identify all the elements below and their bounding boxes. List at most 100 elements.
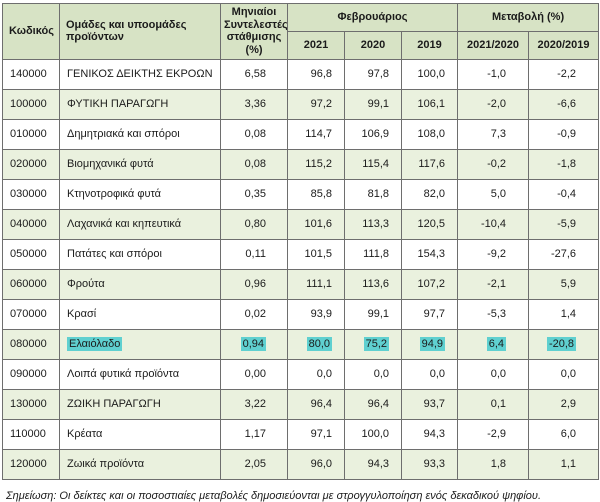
index-2020-cell: 99,1 <box>344 298 402 330</box>
index-2019-cell: 93,3 <box>400 448 459 480</box>
index-2019-cell: 94,3 <box>400 418 459 450</box>
header-change-2020-2019: 2020/2019 <box>528 30 600 60</box>
index-2021-cell: 96,0 <box>287 448 345 480</box>
table-row: 010000 Δημητριακά και σπόροι 0,08 114,7 … <box>2 118 600 150</box>
code-cell: 020000 <box>2 148 60 180</box>
table-row: 050000 Πατάτες και σπόροι 0,11 101,5 111… <box>2 238 600 270</box>
index-2019-cell: 107,2 <box>400 268 459 300</box>
change-2020-2019-cell: -27,6 <box>528 238 600 270</box>
index-2019-cell: 82,0 <box>400 178 459 210</box>
index-2019-cell: 106,1 <box>400 88 459 120</box>
index-2020-cell: 111,8 <box>344 238 402 270</box>
change-2020-2019-cell: 1,1 <box>528 448 600 480</box>
change-2021-2020-cell: -10,4 <box>457 208 530 240</box>
change-2020-2019-cell: 5,9 <box>528 268 600 300</box>
table-row: 020000 Βιομηχανικά φυτά 0,08 115,2 115,4… <box>2 148 600 180</box>
index-2021-cell: 85,8 <box>287 178 345 210</box>
header-february: Φεβρουάριος <box>286 3 459 32</box>
product-group-cell: Λαχανικά και κηπευτικά <box>59 208 221 240</box>
index-2019-cell: 117,6 <box>400 148 459 180</box>
header-weights: Μηνιαίοι Συντελεστές στάθμισης (%) <box>220 3 288 60</box>
index-2020-cell: 106,9 <box>344 118 402 150</box>
weight-cell: 6,58 <box>220 58 288 90</box>
code-cell: 090000 <box>2 358 60 390</box>
change-2020-2019-cell: 6,0 <box>528 418 600 450</box>
index-2019-cell: 93,7 <box>400 388 459 420</box>
code-cell: 140000 <box>2 58 60 90</box>
highlighted-value: 75,2 <box>363 337 389 352</box>
index-2021-cell: 93,9 <box>287 298 345 330</box>
product-group-cell: Κτηνοτροφικά φυτά <box>59 178 221 210</box>
weight-cell: 0,08 <box>220 148 288 180</box>
index-2020-cell: 113,6 <box>344 268 402 300</box>
index-2019-cell: 120,5 <box>400 208 459 240</box>
header-year-2021: 2021 <box>287 30 345 60</box>
change-2020-2019-cell: -20,8 <box>528 328 600 360</box>
index-2020-cell: 94,3 <box>344 448 402 480</box>
code-cell: 110000 <box>2 418 60 450</box>
product-group-cell: ΖΩΙΚΗ ΠΑΡΑΓΩΓΗ <box>59 388 221 420</box>
table-row: 140000 ΓΕΝΙΚΟΣ ΔΕΙΚΤΗΣ ΕΚΡΟΩΝ 6,58 96,8 … <box>2 58 600 90</box>
highlighted-value: Ελαιόλαδο <box>67 337 123 352</box>
index-2020-cell: 99,1 <box>344 88 402 120</box>
index-2020-cell: 0,0 <box>344 358 402 390</box>
product-group-cell: Κρασί <box>59 298 221 330</box>
change-2020-2019-cell: -1,8 <box>528 148 600 180</box>
product-group-cell: Δημητριακά και σπόροι <box>59 118 221 150</box>
product-group-cell: Ελαιόλαδο <box>59 328 221 360</box>
index-2020-cell: 97,8 <box>344 58 402 90</box>
product-group-cell: ΦΥΤΙΚΗ ΠΑΡΑΓΩΓΗ <box>59 88 221 120</box>
index-2021-cell: 111,1 <box>287 268 345 300</box>
change-2021-2020-cell: 6,4 <box>457 328 530 360</box>
weight-cell: 0,80 <box>220 208 288 240</box>
table-row: 120000 Ζωικά προϊόντα 2,05 96,0 94,3 93,… <box>2 448 600 480</box>
code-cell: 100000 <box>2 88 60 120</box>
change-2021-2020-cell: -2,1 <box>457 268 530 300</box>
change-2021-2020-cell: 1,8 <box>457 448 530 480</box>
index-2021-cell: 97,1 <box>287 418 345 450</box>
weight-cell: 0,35 <box>220 178 288 210</box>
index-2020-cell: 100,0 <box>344 418 402 450</box>
change-2021-2020-cell: -2,0 <box>457 88 530 120</box>
weight-cell: 3,22 <box>220 388 288 420</box>
table-row: 070000 Κρασί 0,02 93,9 99,1 97,7 -5,3 1,… <box>2 298 600 330</box>
code-cell: 060000 <box>2 268 60 300</box>
index-2019-cell: 108,0 <box>400 118 459 150</box>
weight-cell: 0,11 <box>220 238 288 270</box>
table-row: 110000 Κρέατα 1,17 97,1 100,0 94,3 -2,9 … <box>2 418 600 450</box>
product-group-cell: ΓΕΝΙΚΟΣ ΔΕΙΚΤΗΣ ΕΚΡΟΩΝ <box>59 58 221 90</box>
change-2021-2020-cell: 7,3 <box>457 118 530 150</box>
code-cell: 030000 <box>2 178 60 210</box>
product-group-cell: Βιομηχανικά φυτά <box>59 148 221 180</box>
index-2021-cell: 97,2 <box>287 88 345 120</box>
table-header: Κωδικός Ομάδες και υποομάδες προϊόντων Μ… <box>2 3 600 60</box>
index-2021-cell: 96,8 <box>287 58 345 90</box>
weight-cell: 0,08 <box>220 118 288 150</box>
price-index-table: Κωδικός Ομάδες και υποομάδες προϊόντων Μ… <box>2 3 600 480</box>
code-cell: 130000 <box>2 388 60 420</box>
product-group-cell: Ζωικά προϊόντα <box>59 448 221 480</box>
change-2021-2020-cell: -1,0 <box>457 58 530 90</box>
code-cell: 120000 <box>2 448 60 480</box>
weight-cell: 0,02 <box>220 298 288 330</box>
weight-cell: 0,00 <box>220 358 288 390</box>
index-2020-cell: 96,4 <box>344 388 402 420</box>
table-row: 080000 Ελαιόλαδο 0,94 80,0 75,2 94,9 6,4… <box>2 328 600 360</box>
product-group-cell: Κρέατα <box>59 418 221 450</box>
table-row: 130000 ΖΩΙΚΗ ΠΑΡΑΓΩΓΗ 3,22 96,4 96,4 93,… <box>2 388 600 420</box>
index-2021-cell: 101,6 <box>287 208 345 240</box>
index-2021-cell: 115,2 <box>287 148 345 180</box>
table-body: 140000 ΓΕΝΙΚΟΣ ΔΕΙΚΤΗΣ ΕΚΡΟΩΝ 6,58 96,8 … <box>2 58 600 480</box>
change-2021-2020-cell: -9,2 <box>457 238 530 270</box>
code-cell: 080000 <box>2 328 60 360</box>
change-2020-2019-cell: 1,4 <box>528 298 600 330</box>
change-2021-2020-cell: 0,0 <box>457 358 530 390</box>
header-product-groups: Ομάδες και υποομάδες προϊόντων <box>59 3 221 60</box>
index-2020-cell: 113,3 <box>344 208 402 240</box>
header-change-2021-2020: 2021/2020 <box>457 30 530 60</box>
code-cell: 040000 <box>2 208 60 240</box>
change-2020-2019-cell: -0,4 <box>528 178 600 210</box>
table-row: 060000 Φρούτα 0,96 111,1 113,6 107,2 -2,… <box>2 268 600 300</box>
index-2019-cell: 94,9 <box>400 328 459 360</box>
header-year-2019: 2019 <box>400 30 459 60</box>
